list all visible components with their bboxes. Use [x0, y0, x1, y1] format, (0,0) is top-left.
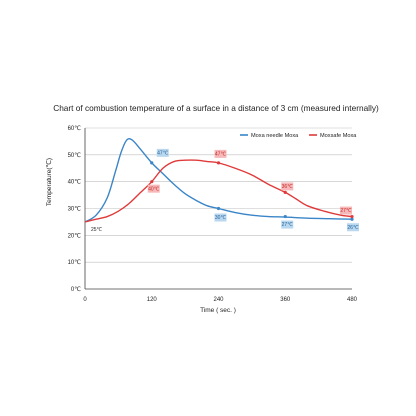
data-point [216, 206, 221, 211]
callout-box [214, 213, 227, 222]
callout-label: 47℃ [157, 150, 169, 156]
callout-label: 36℃ [282, 184, 294, 190]
data-point [283, 190, 287, 194]
chart-title: Chart of combustion temperature of a sur… [53, 103, 379, 113]
data-point [350, 214, 354, 219]
y-tick-label: 10℃ [68, 259, 82, 266]
callout-box [281, 220, 294, 229]
callout-box [340, 206, 352, 215]
series-line-1 [84, 138, 353, 223]
callout-label: 27℃ [282, 222, 294, 228]
start-temperature-label: 25℃ [91, 227, 103, 233]
callout-label: 27℃ [340, 208, 352, 214]
callout-box [214, 149, 227, 158]
x-axis-label: Time ( sec. ) [200, 307, 236, 314]
y-tick-label: 20℃ [68, 232, 82, 239]
x-tick-label: 360 [280, 297, 291, 303]
x-tick-label: 0 [83, 297, 87, 303]
x-tick-label: 120 [147, 297, 158, 303]
x-tick-label: 240 [213, 297, 224, 303]
callout-label: 40℃ [148, 186, 160, 192]
x-tick-label: 480 [347, 297, 358, 303]
callouts: 47℃ 30℃ 27℃ 26℃ 40℃ 47℃ 36℃ 27℃ [147, 148, 359, 232]
y-tick-label: 40℃ [68, 179, 82, 186]
data-point [350, 217, 354, 221]
y-tick-label: 50℃ [68, 152, 82, 159]
data-point [216, 161, 221, 165]
y-tick-label: 60℃ [68, 125, 82, 132]
series [84, 138, 353, 223]
y-tick-label: 0℃ [71, 286, 81, 293]
grid [85, 127, 352, 263]
callout-box [147, 184, 160, 193]
callout-label: 47℃ [215, 151, 227, 157]
callout-box [347, 223, 359, 232]
data-point [283, 214, 287, 219]
tick-labels: 0℃ 10℃ 20℃ 30℃ 40℃ 50℃ 60℃ 0 120 240 360 480 [68, 125, 358, 303]
legend-entry: Moxsafe Moxa [320, 133, 357, 139]
y-tick-label: 30℃ [68, 206, 82, 213]
y-axis-label: Temperature(℃) [45, 158, 53, 206]
callout-label: 26℃ [347, 225, 359, 231]
data-point [150, 161, 154, 165]
legend: Moxa needle Moxa Moxsafe Moxa [240, 133, 357, 139]
callout-box [281, 182, 294, 191]
callout-box [156, 148, 169, 157]
data-point [150, 180, 154, 184]
legend-entry: Moxa needle Moxa [251, 133, 299, 139]
series-line-2 [84, 159, 353, 223]
callout-label: 30℃ [215, 215, 227, 221]
axes [84, 128, 352, 290]
